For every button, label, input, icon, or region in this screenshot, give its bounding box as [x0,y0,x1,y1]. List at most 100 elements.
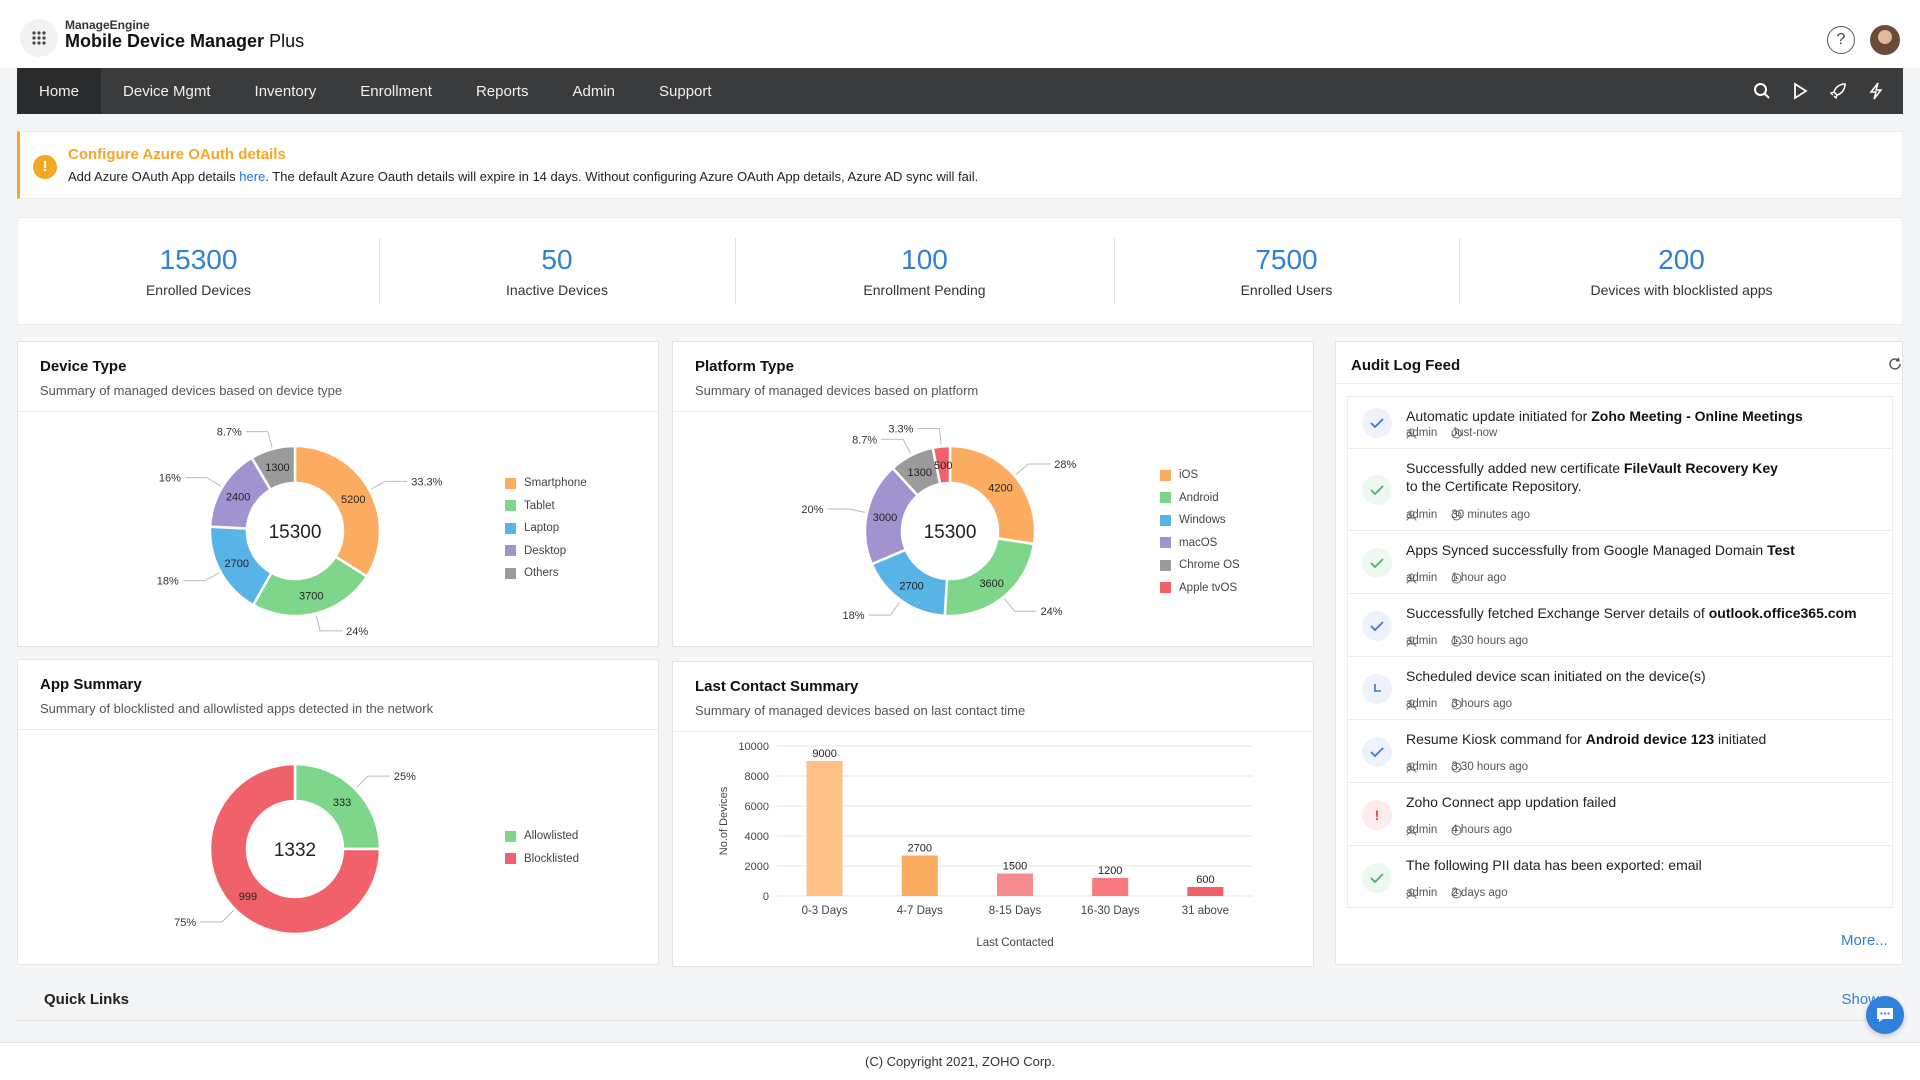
legend-item[interactable]: Laptop [505,517,587,540]
card-subtitle: Summary of managed devices based on plat… [695,383,979,398]
legend-item[interactable]: Apple tvOS [1160,577,1240,600]
apps-grid-icon[interactable] [20,19,58,57]
nav-admin[interactable]: Admin [572,82,616,100]
user-avatar[interactable] [1870,25,1900,55]
alert-title: Configure Azure OAuth details [68,146,286,163]
audit-log-item[interactable]: Resume Kiosk command for Android device … [1347,719,1893,782]
legend-item[interactable]: Blocklisted [505,848,579,871]
legend-item[interactable]: Windows [1160,509,1240,532]
bar[interactable] [1187,887,1224,896]
user-icon [1406,762,1417,773]
stat-value: 7500 [1255,244,1318,275]
nav-inventory[interactable]: Inventory [254,82,317,100]
legend-item[interactable]: Android [1160,487,1240,510]
legend-label: Allowlisted [524,830,579,843]
audit-time: 3 hours ago [1451,698,1512,710]
nav-support[interactable]: Support [659,82,712,100]
slice-percent-label: 18% [842,610,864,622]
error-icon: ! [1362,799,1392,830]
legend-label: Laptop [524,522,560,535]
lightning-icon[interactable] [1867,82,1885,100]
app-summary-donut-chart[interactable]: 333 25% 999 75% 1332 [118,732,538,962]
donut-slice[interactable] [251,554,369,618]
audit-message-text: Resume Kiosk command for [1406,731,1586,747]
help-button[interactable]: ? [1827,26,1855,54]
slice-value-label: 5200 [341,494,365,506]
play-icon[interactable] [1791,82,1809,100]
audit-more-link[interactable]: More... [1841,932,1888,949]
legend-item[interactable]: Desktop [505,540,587,563]
slice-percent-label: 8.7% [217,427,242,439]
legend-item[interactable]: Tablet [505,495,587,518]
audit-message: Scheduled device scan initiated on the d… [1406,667,1876,685]
nav-enrollment[interactable]: Enrollment [360,82,432,100]
audit-log-item[interactable]: ! Zoho Connect app updation failed admin 4 … [1347,782,1893,845]
warning-icon: ! [33,155,57,179]
audit-message-text: Scheduled device scan initiated on the d… [1406,668,1706,684]
nav-home[interactable]: Home [17,68,102,114]
legend-item[interactable]: Smartphone [505,472,587,495]
legend-swatch [505,545,516,557]
last-contact-bar-chart[interactable]: 0 2000 4000 6000 8000 10000 9000 0-3 Days 2700 4-… [713,734,1273,968]
donut-slice[interactable] [208,762,382,936]
rocket-icon[interactable] [1829,82,1847,100]
audit-log-item[interactable]: Successfully added new certificate FileV… [1347,448,1893,530]
search-icon[interactable] [1753,82,1771,100]
footer-copyright: (C) Copyright 2021, ZOHO Corp. [0,1042,1920,1080]
stat-enrollment-pending[interactable]: 100 Enrollment Pending [735,218,1114,326]
bar[interactable] [806,761,843,896]
check-icon [1362,408,1392,438]
legend-item[interactable]: Others [505,562,587,585]
slice-value-label: 1300 [908,467,932,479]
audit-time-text: 2 days ago [1451,887,1508,899]
stat-inactive-devices[interactable]: 50 Inactive Devices [379,218,735,326]
legend-item[interactable]: Allowlisted [505,825,579,848]
legend-label: Blocklisted [524,852,579,865]
audit-time: 1:30 hours ago [1451,635,1528,647]
stat-enrolled-devices[interactable]: 15300 Enrolled Devices [18,218,379,326]
card-subtitle: Summary of managed devices based on devi… [40,383,343,398]
stat-blocklisted-apps[interactable]: 200 Devices with blocklisted apps [1459,218,1904,326]
legend-item[interactable]: Chrome OS [1160,554,1240,577]
platform-type-donut-chart[interactable]: 4200 28% 3600 24% 2700 18% 3000 20% 1300 8.7% 500 3… [773,414,1193,644]
alert-here-link[interactable]: here [239,169,266,184]
audit-log-item[interactable]: Automatic update initiated for Zoho Meet… [1347,396,1893,448]
user-icon [1406,510,1417,521]
donut-slice[interactable] [948,444,1037,546]
clock-icon [1451,888,1462,898]
bar[interactable] [997,873,1033,897]
slice-percent-label: 28% [1054,459,1076,471]
legend-label: Windows [1179,514,1226,527]
donut-slice[interactable] [293,444,382,579]
user-icon [1406,636,1417,647]
card-title: App Summary [40,676,142,693]
clock-icon [1451,573,1462,583]
audit-message-entity: FileVault Recovery Key [1623,460,1778,476]
slice-percent-label: 18% [157,576,179,588]
stat-label: Devices with blocklisted apps [1590,282,1773,298]
stat-value: 15300 [159,244,238,275]
audit-log-item[interactable]: Apps Synced successfully from Google Man… [1347,530,1893,593]
chat-icon[interactable] [1866,996,1904,1034]
divider [1114,238,1115,304]
stat-enrolled-users[interactable]: 7500 Enrolled Users [1114,218,1459,326]
audit-message-text: Successfully added new certificate [1406,460,1624,476]
audit-message: Automatic update initiated for Zoho Meet… [1406,407,1876,425]
audit-log-item[interactable]: The following PII data has been exported… [1347,845,1893,908]
audit-log-item[interactable]: Scheduled device scan initiated on the d… [1347,656,1893,719]
audit-message: Resume Kiosk command for Android device … [1406,730,1876,748]
donut-slice[interactable] [250,444,297,492]
device-type-donut-chart[interactable]: 5200 33.3% 3700 24% 2700 18% 2400 16% 1300 8.7% 15… [118,414,538,644]
slice-value-label: 2700 [899,580,923,592]
nav-reports[interactable]: Reports [475,82,529,100]
audit-time-text: 4 hours ago [1451,824,1513,836]
donut-slice[interactable] [931,444,952,486]
legend-item[interactable]: macOS [1160,532,1240,555]
nav-device-mgmt[interactable]: Device Mgmt [123,82,211,100]
quick-links-title: Quick Links [44,991,130,1008]
bar[interactable] [1092,878,1129,896]
legend-swatch [505,500,516,512]
bar[interactable] [901,855,938,897]
legend-item[interactable]: iOS [1160,464,1240,487]
audit-log-item[interactable]: Successfully fetched Exchange Server det… [1347,593,1893,656]
